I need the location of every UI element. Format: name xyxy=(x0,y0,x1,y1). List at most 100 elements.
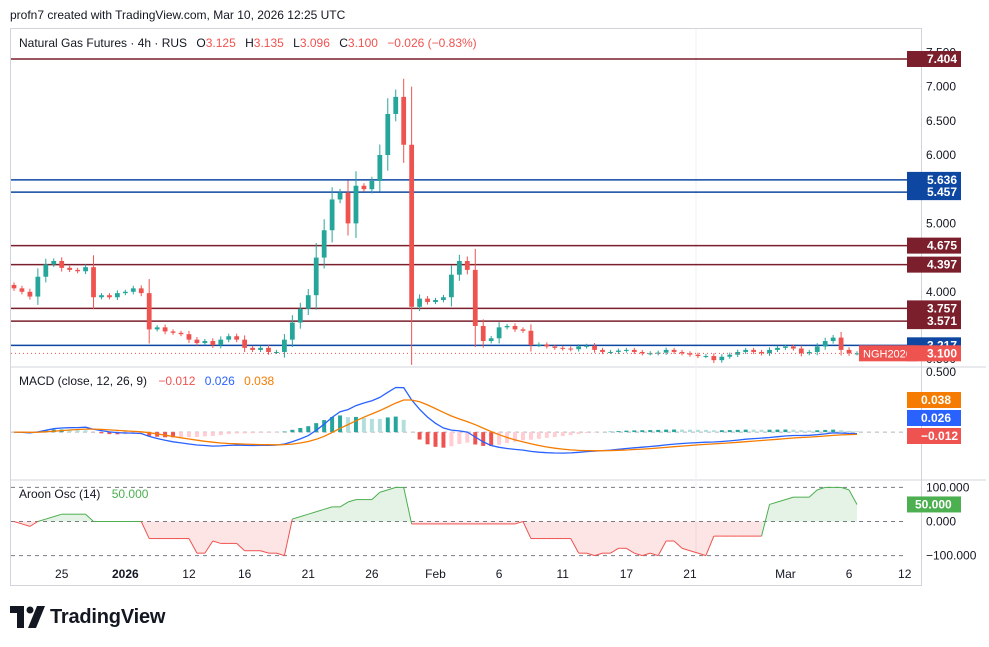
candle-body xyxy=(623,349,629,351)
macd-legend-macd: 0.026 xyxy=(205,374,235,388)
aroon-fill-segment xyxy=(324,506,333,522)
level-label-box xyxy=(907,50,961,67)
aroon-line-segment xyxy=(817,486,826,491)
legend-l-label: L xyxy=(293,36,300,50)
candle-body xyxy=(456,261,462,275)
candle-body xyxy=(504,325,510,328)
candle-body xyxy=(608,351,613,353)
level-label-box xyxy=(907,171,961,188)
candle-body xyxy=(679,351,685,354)
aroon-line-segment xyxy=(308,511,317,515)
candle-body xyxy=(631,349,637,352)
candle-body xyxy=(67,267,73,270)
level-label-box xyxy=(907,184,961,201)
aroon-line-segment xyxy=(283,518,293,556)
candle-body xyxy=(250,347,255,350)
aroon-fill-segment xyxy=(435,521,444,524)
candle-body xyxy=(385,113,391,155)
candle-body xyxy=(552,346,558,348)
aroon-fill-segment xyxy=(276,521,285,556)
aroon-line-segment xyxy=(769,501,778,505)
time-tick-label: 17 xyxy=(620,567,634,581)
candle-body xyxy=(639,351,645,354)
aroon-fill-segment xyxy=(355,499,364,522)
symbol-label-box xyxy=(859,345,917,362)
aroon-fill-segment xyxy=(689,521,698,554)
aroon-tick-label: 100.000 xyxy=(926,480,970,494)
time-tick-label: 16 xyxy=(238,567,252,581)
candle-body xyxy=(99,295,104,298)
aroon-fill-segment xyxy=(841,487,850,522)
candle-body xyxy=(242,339,248,348)
candle-body xyxy=(146,293,152,330)
aroon-value-text: 50.000 xyxy=(915,497,952,511)
level-label-box xyxy=(907,237,961,254)
aroon-fill-segment xyxy=(212,521,221,544)
aroon-line-segment xyxy=(689,550,699,554)
candle-body xyxy=(441,297,446,300)
aroon-fill-segment xyxy=(753,521,762,537)
aroon-fill-segment xyxy=(395,487,404,522)
aroon-fill-segment xyxy=(21,521,30,527)
aroon-fill-segment xyxy=(236,521,245,551)
time-tick-label: 12 xyxy=(182,567,196,581)
candle-body xyxy=(289,322,295,340)
price-tick-label: 5.000 xyxy=(926,216,956,230)
time-tick-label: 6 xyxy=(846,567,853,581)
candle-body xyxy=(790,346,796,349)
candle-body xyxy=(218,339,224,346)
aroon-fill-segment xyxy=(674,521,683,549)
price-legend: Natural Gas Futures · 4h · RUS O3.125 H3… xyxy=(19,36,477,50)
candle-body xyxy=(115,293,120,298)
aroon-fill-segment xyxy=(387,487,396,522)
macd-value-text: 0.038 xyxy=(921,393,951,407)
aroon-fill-segment xyxy=(308,511,317,522)
aroon-legend-value: 50.000 xyxy=(112,487,149,501)
chart-svg[interactable]: 7.5007.0006.5006.0005.0004.0000.5007.404… xyxy=(11,29,986,587)
price-tick-label: 4.000 xyxy=(926,285,956,299)
aroon-line-segment xyxy=(379,489,388,493)
candle-body xyxy=(838,337,844,350)
aroon-fill-segment xyxy=(188,521,197,554)
aroon-fill-segment xyxy=(562,521,571,539)
last-price-label-text: 3.100 xyxy=(927,346,957,360)
chart-frame[interactable]: 7.5007.0006.5006.0005.0004.0000.5007.404… xyxy=(10,28,986,586)
aroon-fill-segment xyxy=(379,489,388,522)
aroon-fill-segment xyxy=(849,489,857,522)
candle-body xyxy=(584,345,589,347)
candle-body xyxy=(337,192,343,200)
candle-body xyxy=(671,349,677,352)
level-label-text: 4.397 xyxy=(927,258,957,272)
candle-body xyxy=(75,269,81,272)
axes: 7.5007.0006.5006.0005.0004.0000.5007.404… xyxy=(55,45,977,581)
candle-body xyxy=(727,354,733,357)
aroon-fill-segment xyxy=(793,497,802,522)
aroon-line-segment xyxy=(292,516,301,520)
aroon-fill-segment xyxy=(538,521,547,539)
candle-body xyxy=(266,347,271,352)
aroon-tick-label: 0.000 xyxy=(926,515,956,529)
aroon-line-segment xyxy=(260,550,269,554)
candle-body xyxy=(496,327,502,339)
tradingview-logo[interactable]: TradingView xyxy=(10,604,165,630)
candle-body xyxy=(107,295,112,298)
candle-body xyxy=(11,284,17,289)
candle-body xyxy=(282,339,287,352)
candle-body xyxy=(480,325,486,342)
aroon-fill-segment xyxy=(554,521,563,539)
tradingview-logo-text: TradingView xyxy=(50,605,166,628)
aroon-fill-segment xyxy=(165,521,174,539)
aroon-fill-segment xyxy=(340,502,349,522)
candle-body xyxy=(703,356,709,358)
aroon-fill-segment xyxy=(459,521,468,524)
aroon-line-segment xyxy=(236,543,245,552)
candle-body xyxy=(798,348,804,354)
aroon-fill-segment xyxy=(260,521,269,554)
candle-body xyxy=(234,336,240,340)
price-tick-label: 6.000 xyxy=(926,148,956,162)
candle-body xyxy=(711,356,717,361)
level-label-text: 5.457 xyxy=(927,185,957,199)
aroon-fill-segment xyxy=(817,487,826,522)
candle-body xyxy=(59,261,65,268)
candle-body xyxy=(27,291,33,297)
